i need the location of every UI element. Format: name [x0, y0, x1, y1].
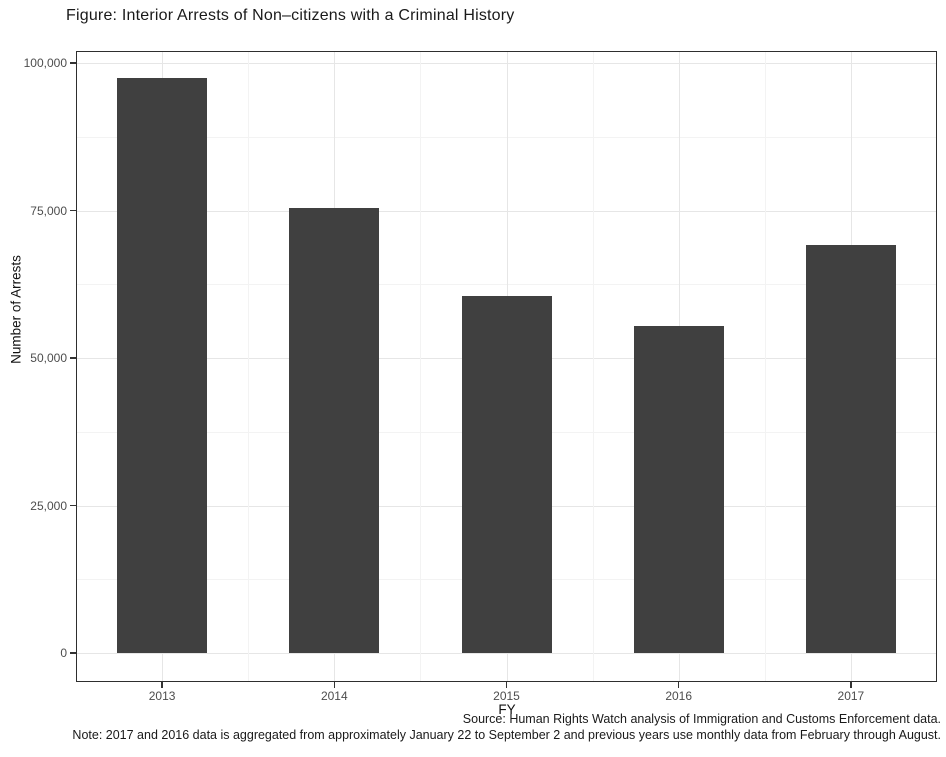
caption-source: Source: Human Rights Watch analysis of I…: [462, 712, 941, 726]
x-tick-label: 2014: [320, 689, 348, 703]
x-tick-label: 2015: [493, 689, 520, 703]
y-tick-mark: [70, 209, 76, 212]
x-tick-label: 2016: [665, 689, 693, 703]
bar-2015: [461, 296, 552, 653]
bar-2016: [633, 326, 724, 653]
gridline-minor: [592, 51, 594, 682]
gridline-minor: [420, 51, 422, 682]
x-tick-label: 2013: [148, 689, 176, 703]
y-tick-mark: [70, 357, 76, 359]
x-tick-mark: [505, 682, 508, 688]
x-tick-mark: [161, 682, 163, 688]
gridline-minor: [764, 51, 766, 682]
x-tick-mark: [850, 682, 852, 688]
y-tick-label: 50,000: [30, 351, 67, 365]
bar-2017: [805, 244, 896, 653]
y-tick-label: 0: [60, 646, 67, 660]
y-tick-label: 100,000: [23, 56, 67, 70]
gridline-minor: [248, 51, 250, 682]
y-tick-label: 25,000: [30, 498, 67, 513]
bar-2013: [117, 77, 208, 653]
x-axis-title: FY: [498, 702, 516, 717]
y-tick-mark: [70, 652, 76, 654]
y-tick-label: 75,000: [30, 203, 67, 218]
caption-note: Note: 2017 and 2016 data is aggregated f…: [72, 728, 941, 742]
x-tick-label: 2017: [837, 689, 865, 703]
x-tick-mark: [333, 682, 336, 688]
y-tick-mark: [70, 62, 76, 64]
y-tick-mark: [70, 504, 76, 507]
bar-2014: [289, 208, 380, 653]
chart-title: Figure: Interior Arrests of Non–citizens…: [66, 7, 515, 24]
plot-panel: [76, 51, 937, 682]
x-tick-mark: [677, 682, 680, 688]
